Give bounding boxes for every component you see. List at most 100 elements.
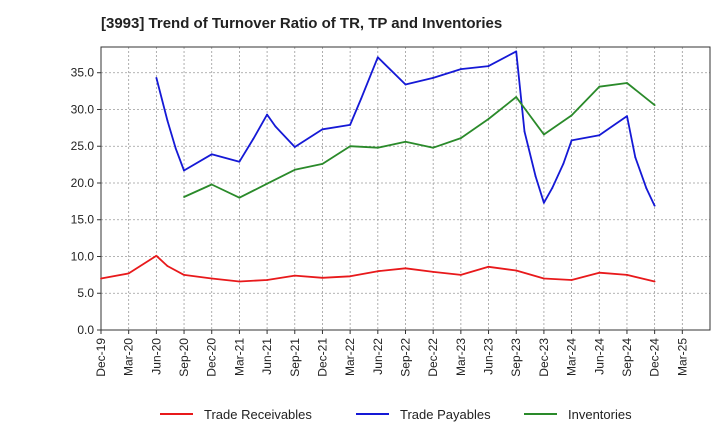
data-point [570,114,573,117]
data-point [360,97,363,100]
data-point [543,277,545,280]
data-point [515,96,518,98]
axis-layer: 0.0 5.0 10.0 15.0 20.0 25.0 30.0 35.0 Dec-19 Mar-… [71,46,711,377]
data-point [100,277,102,280]
grid-layer [101,47,710,330]
x-tick-label: Mar-20 [122,338,136,376]
data-point [293,146,296,148]
data-point [321,276,324,279]
x-tick-label: Jun-22 [371,338,385,375]
x-tick-label: Dec-20 [205,338,219,377]
data-point [653,280,656,283]
y-tick-label: 10.0 [71,249,95,263]
y-tick-label: 20.0 [71,176,95,190]
data-point [266,113,268,116]
x-tick-label: Mar-21 [232,338,246,376]
y-tick-label: 25.0 [71,139,95,153]
y-tick-label: 0.0 [77,323,94,337]
data-point [598,85,601,88]
data-point [155,254,158,257]
data-point [598,134,601,137]
series-line-1 [100,254,655,283]
data-point [515,50,518,53]
data-point [404,140,407,143]
data-point [166,119,169,122]
x-tick-label: Dec-19 [94,338,108,377]
data-point [266,182,268,185]
legend-label-2: Trade Payables [400,407,491,422]
y-tick-label: 35.0 [71,66,95,80]
x-tick-label: Jun-24 [592,338,606,375]
data-point [376,270,379,273]
x-tick-label: Jun-20 [149,338,163,375]
x-tick-label: Mar-22 [343,338,357,376]
data-point [293,168,296,171]
data-point [570,139,573,142]
data-point [653,204,656,207]
data-point [562,162,565,165]
data-point [653,104,656,106]
data-point [626,82,628,84]
data-point [210,183,213,186]
data-point [404,83,407,86]
legend: Trade Receivables Trade Payables Inventori… [160,407,632,422]
y-tick-label: 30.0 [71,102,95,116]
x-tick-label: Dec-21 [315,338,329,377]
x-tick-label: Mar-24 [565,338,579,376]
data-point [570,279,573,281]
data-point [210,153,213,156]
x-tick-label: Mar-25 [675,338,689,376]
x-tick-label: Mar-23 [454,338,468,376]
data-point [598,271,601,274]
data-point [487,118,490,120]
data-point [349,145,352,148]
data-point [376,56,379,59]
data-point [238,280,241,283]
x-tick-label: Sep-24 [620,338,634,377]
data-point [626,115,628,117]
y-tick-label: 5.0 [77,286,94,300]
series-line-2 [155,50,656,207]
data-point [238,196,241,199]
data-point [515,269,518,272]
chart-title: [3993] Trend of Turnover Ratio of TR, TP… [101,15,503,32]
data-point [166,265,169,267]
x-tick-label: Sep-21 [288,338,302,377]
data-point [459,273,462,276]
y-tick-label: 15.0 [71,213,95,227]
data-point [274,125,277,128]
data-point [645,187,648,190]
data-point [183,196,185,198]
data-point [349,124,352,126]
plot-frame [100,46,711,331]
x-tick-label: Sep-22 [399,338,413,377]
data-point [432,271,435,273]
x-tick-label: Dec-23 [537,338,551,377]
data-point [266,279,268,281]
data-point [487,65,490,68]
data-point [321,128,324,131]
x-tick-label: Jun-23 [482,338,496,375]
series-layer [100,50,656,283]
data-point [523,130,526,133]
x-tick-label: Jun-21 [260,338,274,375]
data-point [183,169,185,172]
data-point [183,273,185,276]
data-point [155,76,158,79]
data-point [459,137,462,140]
x-tick-label: Sep-23 [509,338,523,377]
data-point [459,68,462,70]
legend-label-1: Trade Receivables [204,407,312,422]
data-point [626,273,628,276]
x-tick-label: Sep-20 [177,338,191,377]
data-point [293,274,296,277]
series-line-3 [183,82,656,199]
x-tick-label: Dec-24 [648,338,662,377]
x-tick-label: Dec-22 [426,338,440,377]
data-point [210,277,213,280]
data-point [404,267,407,270]
data-point [238,160,241,163]
data-point [634,156,637,159]
data-point [252,137,255,140]
